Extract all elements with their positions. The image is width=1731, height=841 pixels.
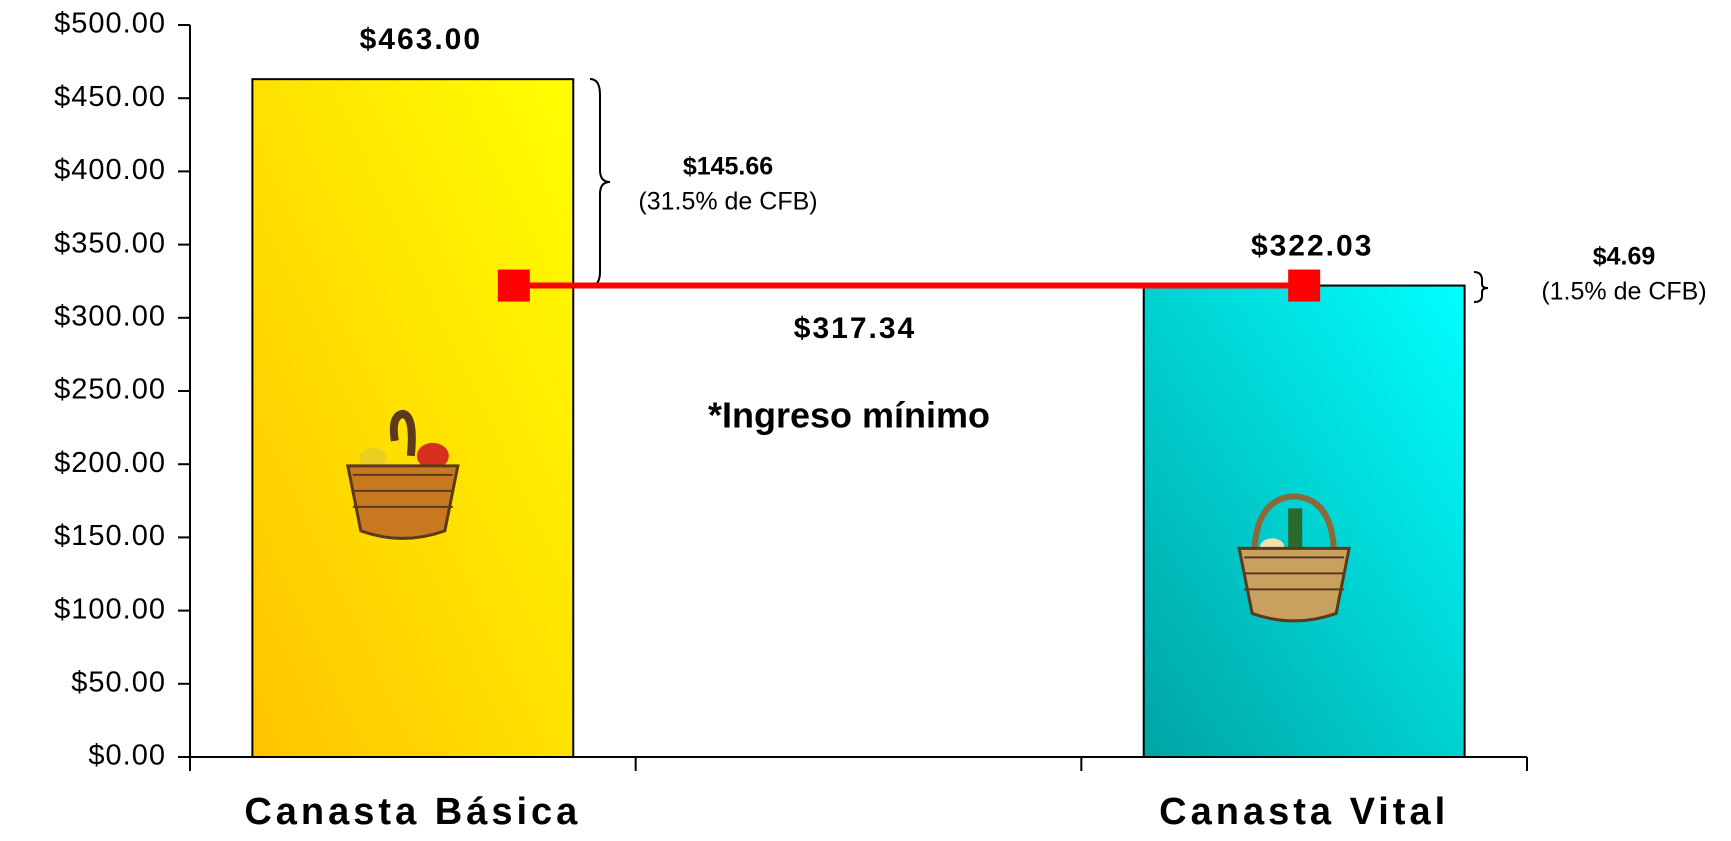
icon-part [416, 442, 449, 469]
bar [1142, 284, 1466, 758]
line-marker [497, 269, 530, 302]
y-tick-label: $50.00 [71, 666, 166, 698]
y-tick-label: $200.00 [54, 447, 166, 479]
y-tick-label: $100.00 [54, 593, 166, 625]
annotation: *Ingreso mínimo [708, 395, 990, 436]
annotation: $317.34 [794, 312, 916, 345]
y-tick-label: $500.00 [54, 8, 166, 40]
line-marker [1288, 269, 1321, 302]
x-tick-label: Canasta Básica [244, 791, 581, 833]
x-tick-label: Canasta Vital [1159, 791, 1449, 833]
annotation: (1.5% de CFB) [1541, 278, 1706, 306]
icon-part [346, 464, 460, 540]
y-tick-label: $350.00 [54, 227, 166, 259]
y-tick-label: $300.00 [54, 300, 166, 332]
icon-part [358, 447, 387, 468]
basket-icon [1237, 493, 1351, 623]
bar [251, 78, 575, 758]
icon-part [389, 409, 416, 457]
y-tick-label: $150.00 [54, 520, 166, 552]
y-tick-label: $400.00 [54, 154, 166, 186]
y-tick-label: $0.00 [88, 740, 166, 772]
annotation: (31.5% de CFB) [638, 188, 817, 216]
value-label: $463.00 [360, 23, 482, 56]
y-tick-label: $250.00 [54, 374, 166, 406]
icon-part [1288, 508, 1303, 555]
y-tick-label: $450.00 [54, 81, 166, 113]
icon-part [1237, 546, 1351, 623]
annotation: $145.66 [683, 153, 773, 181]
basket-icon [346, 409, 460, 540]
brace [1473, 271, 1489, 303]
annotation: $4.69 [1593, 243, 1656, 271]
icon-part [1251, 493, 1338, 559]
braces [589, 78, 1489, 303]
brace [589, 78, 611, 287]
value-label: $322.03 [1251, 229, 1373, 262]
